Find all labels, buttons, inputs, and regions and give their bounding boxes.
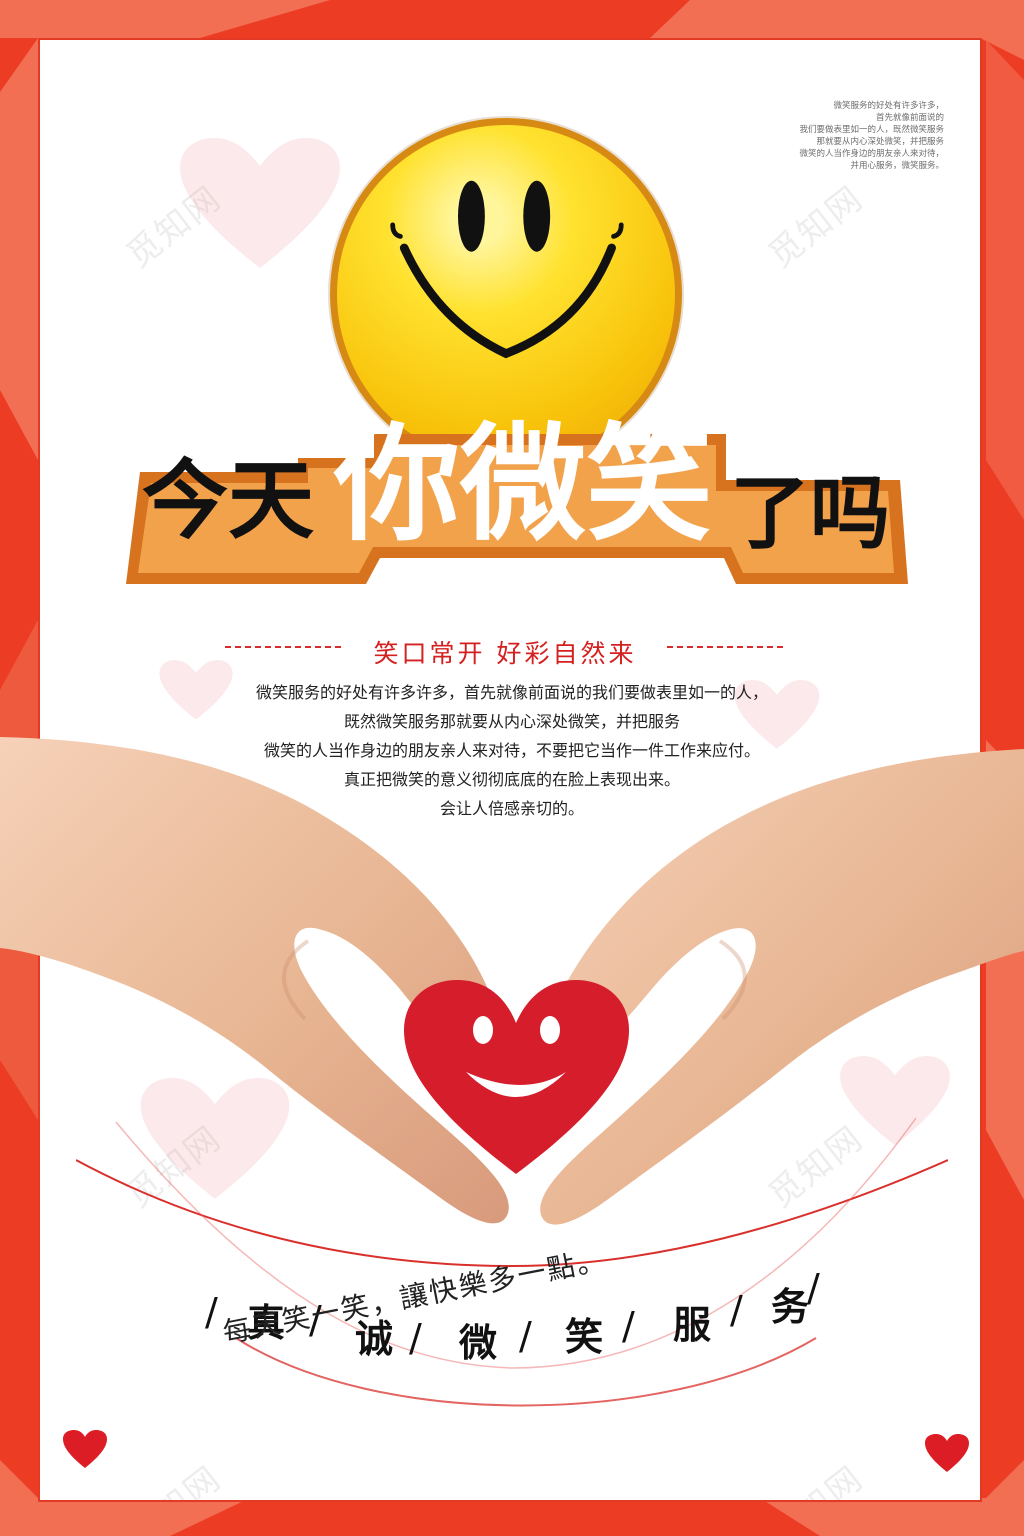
slogan: 笑口常开 好彩自然来 (373, 639, 637, 668)
description-line: 真正把微笑的意义彻彻底底的在脸上表现出来。 (343, 770, 680, 789)
heart-icon-right (925, 1434, 969, 1472)
background-heart-2 (159, 660, 233, 720)
title-emphasis: 你微笑 (334, 414, 712, 555)
description-line: 微笑服务的好处有许多许多，首先就像前面说的我们要做表里如一的人， (255, 683, 768, 702)
watermark-3: 觅知网 (761, 178, 872, 277)
title-part-1: 今天 (142, 453, 314, 549)
smiling-heart-icon (404, 980, 629, 1176)
divider-slash: / (622, 1304, 635, 1348)
divider-slash: / (519, 1314, 532, 1358)
slogan-right-dots (667, 646, 785, 648)
service-char: 微 (459, 1320, 498, 1365)
background-heart-5 (840, 1056, 950, 1146)
service-values: / 真 / 诚 / 微 / 笑 / 服 / 务 / (205, 1266, 825, 1365)
heart-icon-left (63, 1430, 107, 1468)
service-char: 真 (247, 1300, 286, 1345)
divider-slash: / (807, 1266, 820, 1310)
fine-print: 微笑服务的好处有许多许多， 首先就像前面说的 我们要做表里如一的人，既然微笑服务… (764, 100, 944, 172)
title-part-2: 了吗 (730, 469, 890, 558)
slogan-row: 笑口常开 好彩自然来 (225, 634, 785, 668)
smiley-face-icon (330, 118, 682, 470)
title-outline (126, 434, 908, 584)
title-block: 今天 你微笑 了吗 (120, 402, 920, 590)
watermark-8: 觅知网 (114, 1452, 229, 1500)
description-line: 会让人倍感亲切的。 (439, 799, 584, 818)
description: 微笑服务的好处有许多许多，首先就像前面说的我们要做表里如一的人， 既然微笑服务那… (238, 678, 786, 823)
service-char: 务 (771, 1284, 810, 1329)
fine-print-line: 微笑的人当作身边的朋友亲人来对待， (799, 149, 944, 159)
divider-slash: / (730, 1288, 743, 1332)
service-char: 服 (673, 1302, 712, 1347)
fine-print-line: 首先就像前面说的 (875, 113, 944, 123)
fine-print-line: 我们要做表里如一的人，既然微笑服务 (799, 125, 944, 135)
divider-slash: / (309, 1298, 322, 1342)
bottom-curve-lines (76, 1117, 948, 1407)
fine-print-line: 微笑服务的好处有许多许多， (833, 101, 944, 111)
background-heart-3 (734, 680, 820, 749)
divider-slash: / (409, 1316, 422, 1360)
divider-slash: / (205, 1290, 218, 1334)
description-line: 微笑的人当作身边的朋友亲人来对待，不要把它当作一件工作来应付。 (263, 741, 760, 760)
slogan-left-dots (225, 646, 343, 648)
background-heart-1 (180, 138, 340, 268)
description-line: 既然微笑服务那就要从内心深处微笑，并把服务 (343, 712, 680, 731)
watermark-9: 觅知网 (756, 1452, 871, 1500)
service-char: 笑 (565, 1314, 604, 1359)
background-heart-4 (140, 1078, 290, 1199)
fine-print-line: 那就要从内心深处微笑，并把服务 (816, 137, 944, 147)
fine-print-line: 并用心服务，微笑服务。 (850, 161, 944, 171)
service-char: 诚 (355, 1316, 394, 1361)
